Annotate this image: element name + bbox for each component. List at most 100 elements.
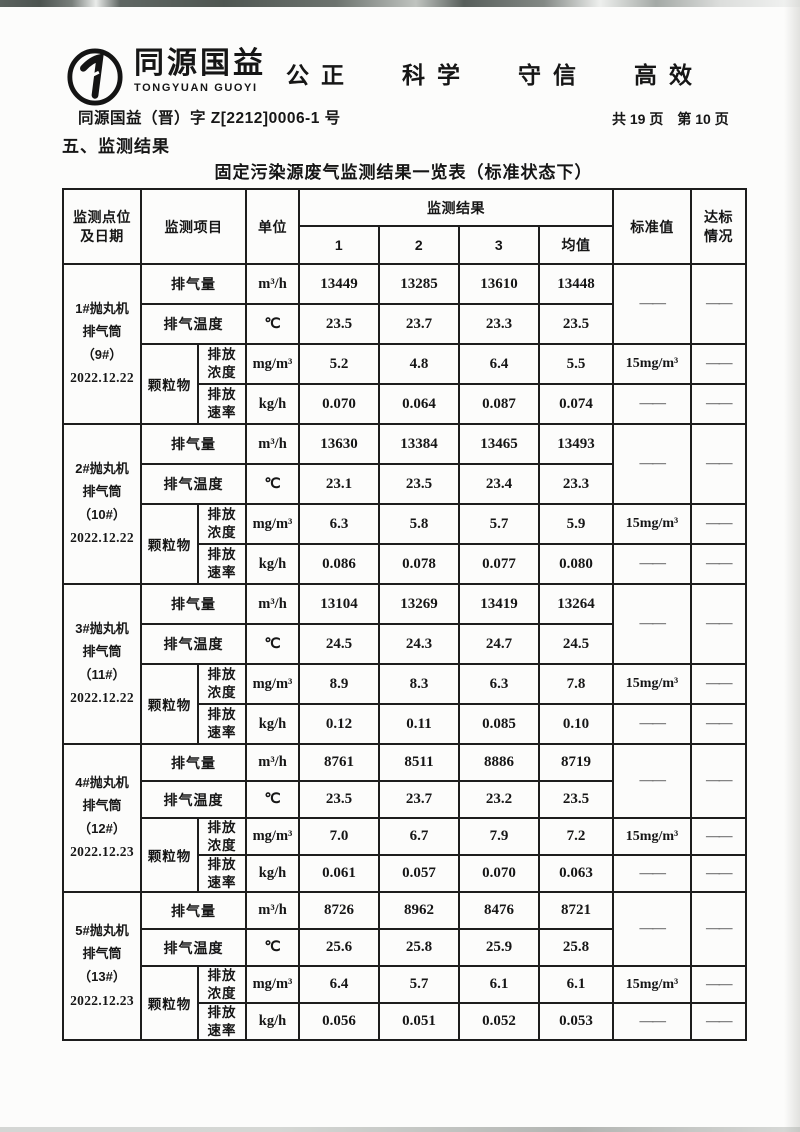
value-cell: 13104: [298, 583, 380, 625]
unit-cell: mg/m³: [245, 816, 300, 857]
site-line: 排气筒: [82, 323, 122, 339]
value-cell: 23.5: [378, 463, 460, 505]
item-line: 排放: [207, 667, 237, 683]
unit-cell: mg/m³: [245, 503, 300, 545]
logo-icon: [67, 48, 123, 106]
value-cell: 0.070: [298, 383, 380, 425]
pollutant-group-cell: 颗粒物: [140, 816, 199, 894]
item-line: 排放: [207, 707, 237, 723]
page-current: 第 10 页: [677, 111, 729, 127]
avg-cell: 7.2: [538, 816, 614, 857]
standard-cell: 15mg/m³: [612, 816, 692, 857]
value-cell: 24.3: [378, 623, 460, 665]
value-cell: 23.5: [298, 303, 380, 345]
avg-cell: 8719: [538, 743, 614, 782]
page-indicator: 共 19 页 第 10 页: [612, 109, 729, 129]
item-cell: 排放 速率: [197, 854, 247, 894]
pollutant-group-cell: 颗粒物: [140, 965, 199, 1042]
attain-cell: ——: [690, 383, 747, 425]
col-header-results: 监测结果: [298, 188, 614, 227]
standard-cell: 15mg/m³: [612, 965, 692, 1005]
col-header-item: 监测项目: [140, 188, 247, 265]
item-line: 排放: [207, 968, 237, 984]
slogan-word: 守信: [518, 62, 588, 88]
site-line: （11#）: [78, 666, 126, 682]
logo-text: 同源国益 TONGYUAN GUOYI: [134, 47, 266, 94]
unit-cell: m³/h: [245, 423, 300, 465]
value-cell: 0.078: [378, 543, 460, 585]
value-cell: 13419: [458, 583, 540, 625]
value-cell: 8.3: [378, 663, 460, 705]
item-line: 浓度: [207, 365, 237, 380]
avg-cell: 13264: [538, 583, 614, 625]
item-cell: 排气量: [140, 583, 247, 625]
unit-cell: ℃: [245, 780, 300, 819]
avg-cell: 0.10: [538, 703, 614, 745]
avg-cell: 24.5: [538, 623, 614, 665]
col-header-attain-line: 情况: [704, 227, 733, 244]
value-cell: 0.064: [378, 383, 460, 425]
avg-cell: 7.8: [538, 663, 614, 705]
site-cell: 5#抛丸机 排气筒 （13#） 2022.12.23: [62, 891, 142, 1042]
value-cell: 6.3: [298, 503, 380, 545]
value-cell: 7.0: [298, 816, 380, 857]
table-title: 固定污染源废气监测结果一览表（标准状态下）: [214, 163, 593, 182]
attain-cell: ——: [690, 854, 747, 894]
item-cell: 排放 速率: [197, 543, 247, 585]
site-line: （10#）: [78, 506, 126, 522]
avg-cell: 0.080: [538, 543, 614, 585]
item-cell: 排气量: [140, 423, 247, 465]
site-line: 排气筒: [82, 946, 122, 962]
site-line: 3#抛丸机: [75, 621, 129, 637]
col-header-standard: 标准值: [612, 188, 692, 265]
value-cell: 6.1: [458, 965, 540, 1005]
value-cell: 0.085: [458, 703, 540, 745]
site-line: 排气筒: [82, 643, 122, 659]
avg-cell: 5.5: [538, 343, 614, 385]
item-cell: 排放 速率: [197, 383, 247, 425]
value-cell: 8476: [458, 891, 540, 931]
pollutant-group-cell: 颗粒物: [140, 503, 199, 585]
standard-cell: ——: [612, 583, 692, 665]
col-header-unit: 单位: [245, 188, 300, 265]
attain-cell: ——: [690, 343, 747, 385]
avg-cell: 23.3: [538, 463, 614, 505]
value-cell: 23.1: [298, 463, 380, 505]
value-cell: 0.077: [458, 543, 540, 585]
attain-cell: ——: [690, 583, 747, 665]
avg-cell: 0.063: [538, 854, 614, 894]
attain-cell: ——: [690, 543, 747, 585]
avg-cell: 25.8: [538, 928, 614, 968]
site-date: 2022.12.23: [70, 992, 134, 1008]
item-cell: 排放 浓度: [197, 503, 247, 545]
attain-cell: ——: [690, 816, 747, 857]
unit-cell: ℃: [245, 463, 300, 505]
company-logo: 同源国益 TONGYUAN GUOYI: [66, 47, 266, 107]
company-slogan: 公正 科学 守信 高效: [286, 56, 704, 90]
attain-cell: ——: [690, 891, 747, 968]
attain-cell: ——: [690, 703, 747, 745]
item-cell: 排放 浓度: [197, 965, 247, 1005]
item-cell: 排气量: [140, 891, 247, 931]
item-line: 排放: [207, 1005, 237, 1021]
site-line: 排气筒: [82, 797, 122, 813]
item-line: 浓度: [207, 525, 237, 540]
value-cell: 0.056: [298, 1002, 380, 1042]
standard-cell: 15mg/m³: [612, 663, 692, 705]
attain-cell: ——: [690, 1002, 747, 1042]
item-cell: 排放 速率: [197, 703, 247, 745]
value-cell: 0.061: [298, 854, 380, 894]
item-cell: 排放 浓度: [197, 816, 247, 857]
site-date: 2022.12.22: [70, 530, 134, 546]
site-date: 2022.12.22: [70, 690, 134, 706]
item-line: 排放: [207, 387, 237, 403]
avg-cell: 13493: [538, 423, 614, 465]
value-cell: 23.7: [378, 303, 460, 345]
col-header-site-line: 监测点位: [73, 208, 131, 225]
scan-artifact-right: [784, 0, 800, 1132]
unit-cell: ℃: [245, 928, 300, 968]
item-cell: 排放 浓度: [197, 663, 247, 705]
col-subheader-avg: 均值: [538, 225, 614, 265]
value-cell: 0.086: [298, 543, 380, 585]
item-line: 排放: [207, 820, 237, 835]
